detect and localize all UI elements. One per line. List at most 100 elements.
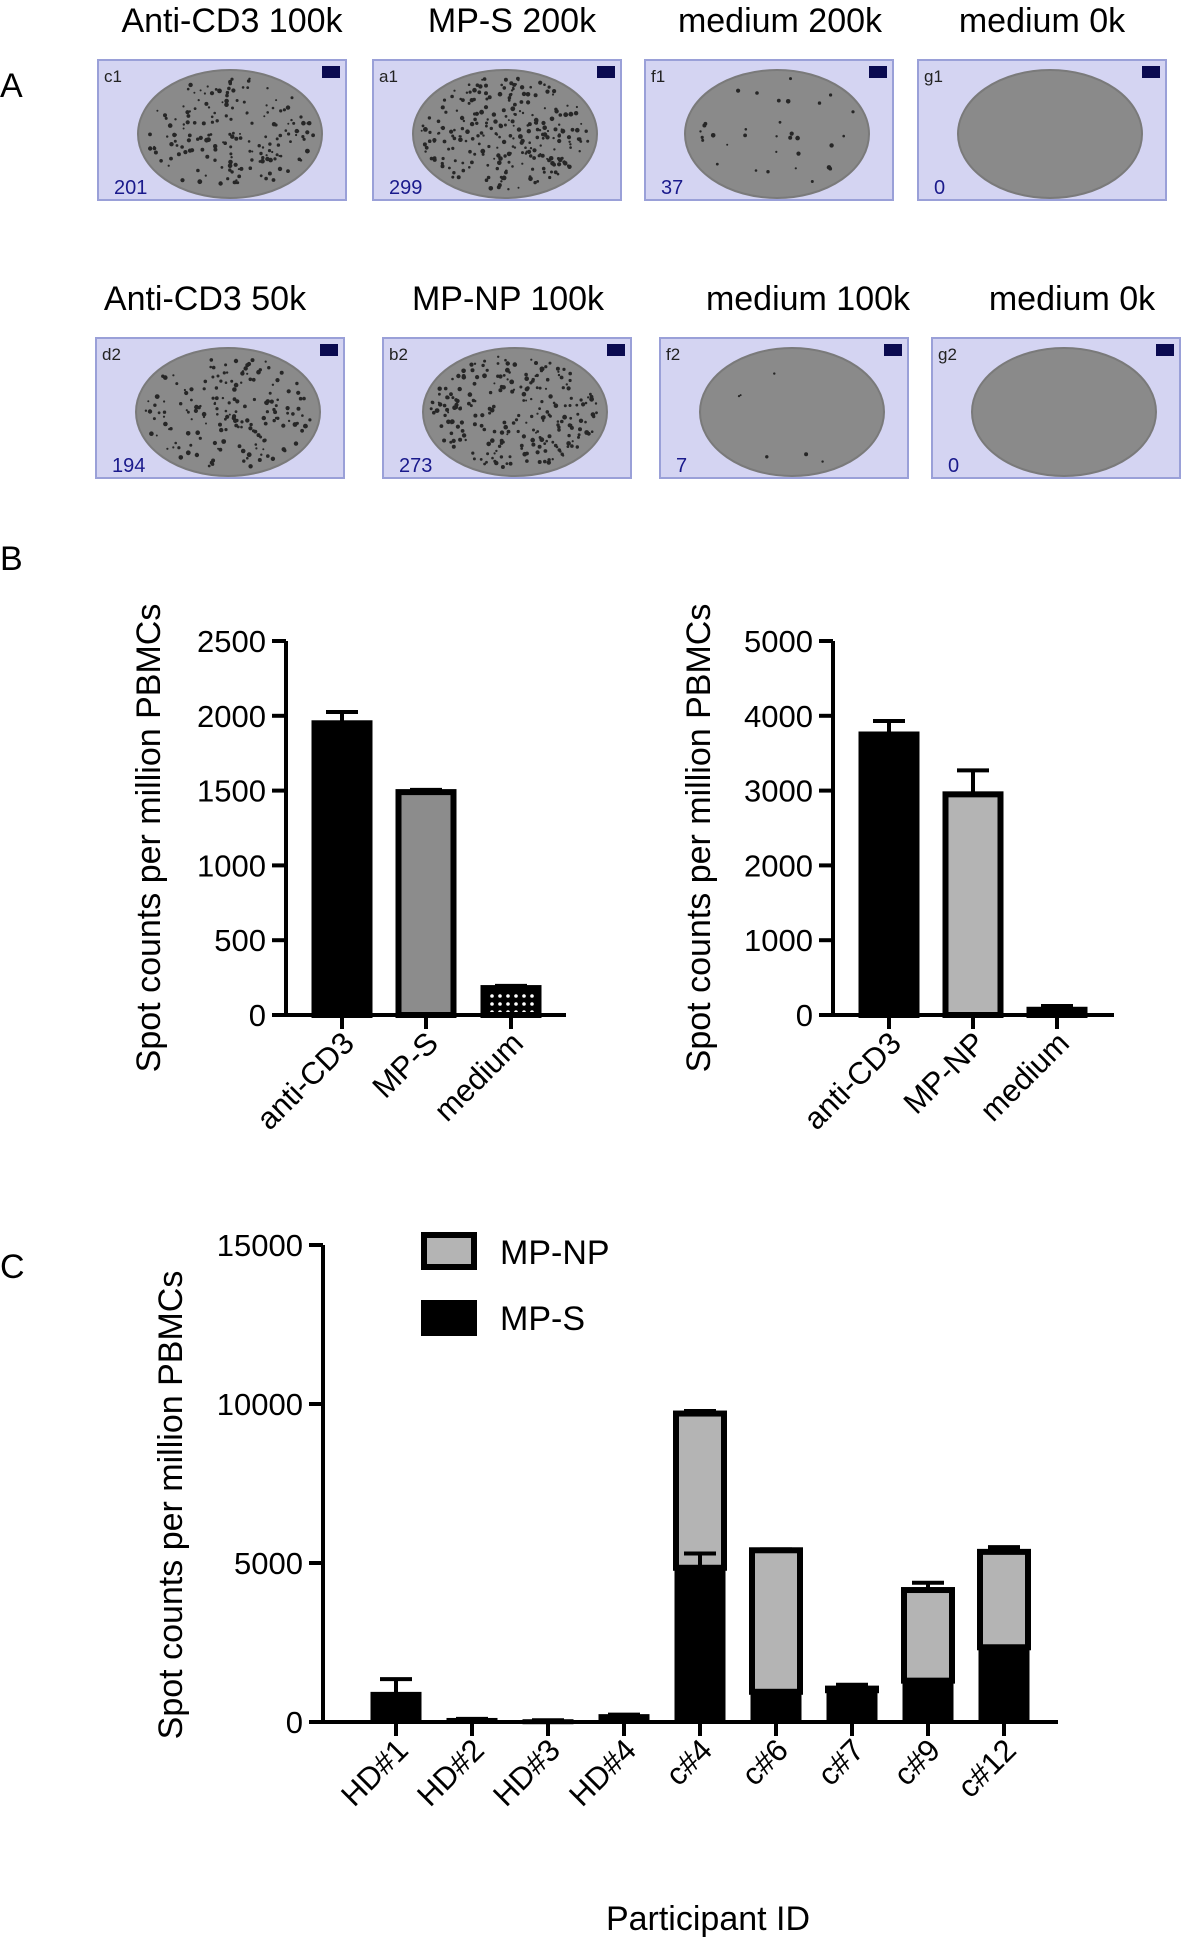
well-spot [535,373,539,378]
well-spot [503,424,509,430]
well-spot [590,430,594,434]
well-spot [218,447,223,452]
well-spot [842,134,845,138]
well-spot [427,139,432,143]
well-spot [478,84,483,89]
well-spot [506,378,509,381]
well-spot [559,450,562,453]
well-spot [175,144,179,147]
well-spot-count: 201 [114,177,147,199]
well-spot [461,433,467,438]
well-spot [236,181,240,185]
well-spot [250,358,255,363]
well-spot [851,110,855,114]
well-spot [773,372,776,375]
well-spot [245,418,250,423]
well-spot [517,413,521,418]
well-spot [222,371,226,375]
well-spot [477,90,482,95]
well-spot [182,105,185,108]
well-spot [557,370,560,373]
c-bar-mp-s [902,1679,954,1724]
well-spot [736,88,741,93]
well-spot [285,105,291,110]
well-spot [514,418,519,422]
well-spot [569,143,572,146]
well-spot [188,82,193,88]
well-spot [233,382,239,388]
well-spot [258,368,262,372]
well-spot [248,149,252,153]
legend-label-mp-s: MP-S [500,1300,585,1338]
well-spot [305,130,310,135]
well-spot [537,460,542,464]
well-spot-count: 37 [661,177,683,199]
well-spot [265,410,269,414]
well-spot [201,121,206,126]
well-spot [595,411,598,415]
well-spot [498,135,501,139]
well-spot [473,362,477,365]
well-spot [301,120,306,126]
well-spot [495,166,499,171]
well-spot [278,133,283,138]
well-spot [817,101,822,105]
well-spot [543,83,546,86]
well-spot [202,415,206,419]
well-spot [225,371,229,374]
well-spot [430,400,434,404]
well-spot [481,78,484,81]
well-spot [555,366,560,371]
well-spot [437,131,441,135]
well-spot [252,397,256,402]
well-spot [479,423,484,428]
well-spot [477,142,481,146]
well-spot [579,140,583,143]
well-spot [187,410,190,414]
well-spot [573,111,579,116]
well-spot [499,175,503,179]
well-spot [557,162,562,167]
well-spot [521,391,527,397]
well-spot [199,404,202,408]
well-spot [204,174,207,177]
well-spot [144,409,148,412]
well-spot [475,121,479,126]
well-spot [163,400,166,403]
c-x-tick-label: c#9 [887,1732,947,1792]
well-spot [566,104,569,107]
well-spot [561,454,565,457]
well-spot [535,450,540,455]
b-right-y-tick-label: 4000 [744,699,813,734]
well-spot [177,446,181,450]
well-spot [264,176,268,181]
well-spot [529,147,533,150]
well-spot [459,406,462,409]
well-spot [552,89,557,94]
well-spot [558,133,561,137]
well-spot [547,158,551,163]
well-spot [451,146,455,150]
well-corner-marker [884,344,902,356]
well-spot [183,388,186,392]
c-bar-mp-np [673,1410,727,1571]
well-spot [246,86,250,89]
well-spot [487,406,492,411]
well-spot [501,175,507,181]
well-spot [594,402,598,405]
well-spot [434,408,440,413]
well-spot [197,179,203,185]
well-spot [710,133,716,138]
b-left-bar [480,985,542,1019]
well-spot [557,373,561,377]
well-spot [248,464,253,469]
well-spot [228,132,232,136]
well-spot [443,413,447,418]
well-spot [510,106,516,112]
well-spot [185,431,191,436]
well-spot [192,121,197,125]
well-spot [500,180,503,183]
well-spot [545,135,550,140]
well-spot [566,445,570,448]
